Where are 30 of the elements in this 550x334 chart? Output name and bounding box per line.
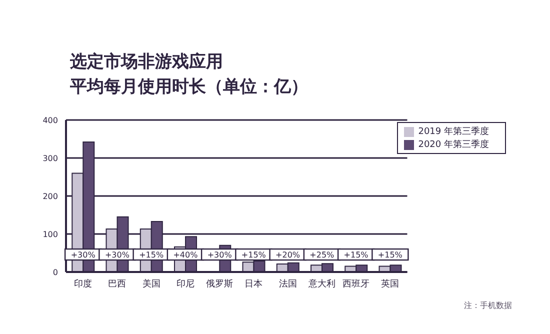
annotation: +25%	[310, 250, 335, 260]
y-tick-label: 400	[42, 116, 58, 125]
annotation: +30%	[70, 250, 96, 260]
annotation: +15%	[241, 250, 266, 260]
annotation: +30%	[104, 250, 130, 260]
x-tick-label: 俄罗斯	[206, 278, 234, 290]
text: 注：手机数据	[464, 300, 512, 311]
annotation: +20%	[276, 250, 300, 260]
chart-subtitle: 平均每月使用时长（单位：亿）	[70, 76, 308, 99]
x-tick-label: 西班牙	[342, 278, 370, 290]
x-tick-label: 英国	[381, 278, 400, 290]
annotation: +15%	[344, 250, 369, 260]
chart-title: 选定市场非游戏应用	[70, 51, 224, 74]
x-tick-label: 意大利	[307, 278, 336, 290]
legend-label: 2019 年第三季度	[418, 127, 489, 137]
y-tick-label: 100	[42, 230, 58, 239]
legend-label: 2020 年第三季度	[418, 140, 489, 150]
x-tick-label: 印尼	[176, 278, 194, 290]
x-tick-label: 美国	[142, 278, 160, 290]
x-tick-label: 印度	[74, 278, 92, 290]
x-tick-label: 法国	[278, 278, 297, 290]
annotation: +15%	[139, 250, 164, 260]
annotation: +40%	[173, 250, 198, 260]
x-tick-label: 巴西	[108, 279, 126, 290]
y-tick-label: 200	[42, 192, 58, 201]
annotation: +30%	[207, 250, 232, 260]
y-tick-label: 0	[52, 268, 58, 277]
y-tick-label: 300	[42, 154, 58, 163]
x-tick-label: 日本	[244, 278, 263, 290]
annotation: +15%	[378, 250, 403, 260]
